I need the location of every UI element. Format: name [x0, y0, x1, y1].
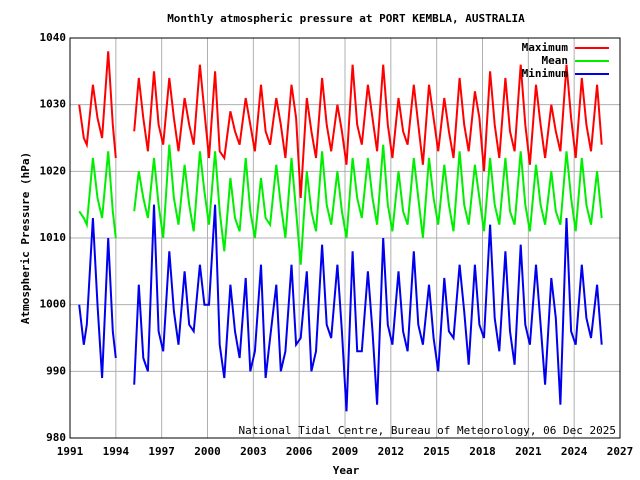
x-tick-label: 1994	[103, 445, 130, 458]
x-tick-label: 2000	[194, 445, 221, 458]
x-tick-label: 2018	[469, 445, 496, 458]
x-tick-label: 2012	[378, 445, 405, 458]
y-tick-label: 1030	[40, 98, 67, 111]
x-tick-label: 2015	[423, 445, 450, 458]
y-tick-label: 1010	[40, 231, 67, 244]
x-tick-label: 2003	[240, 445, 267, 458]
x-tick-label: 1991	[57, 445, 84, 458]
data-line	[78, 51, 603, 199]
credit: National Tidal Centre, Bureau of Meteoro…	[239, 424, 617, 437]
plot-frame	[69, 37, 621, 439]
legend-label: Mean	[542, 54, 569, 67]
x-tick-label: 1997	[148, 445, 175, 458]
y-tick-label: 990	[46, 364, 66, 377]
y-tick-label: 1040	[40, 31, 67, 44]
x-tick-label: 2009	[332, 445, 359, 458]
x-axis-label: Year	[333, 464, 360, 477]
x-tick-label: 2024	[561, 445, 588, 458]
x-tick-label: 2021	[515, 445, 542, 458]
legend-label: Minimum	[522, 67, 569, 80]
legend-label: Maximum	[522, 41, 569, 54]
y-tick-label: 980	[46, 431, 66, 444]
y-axis-label: Atmospheric Pressure (hPa)	[19, 152, 32, 324]
y-tick-label: 1000	[40, 298, 67, 311]
x-tick-label: 2027	[607, 445, 634, 458]
data-line	[78, 204, 603, 412]
y-tick-label: 1020	[40, 164, 67, 177]
chart-title: Monthly atmospheric pressure at PORT KEM…	[167, 12, 525, 25]
x-tick-label: 2006	[286, 445, 313, 458]
data-line	[78, 144, 603, 265]
